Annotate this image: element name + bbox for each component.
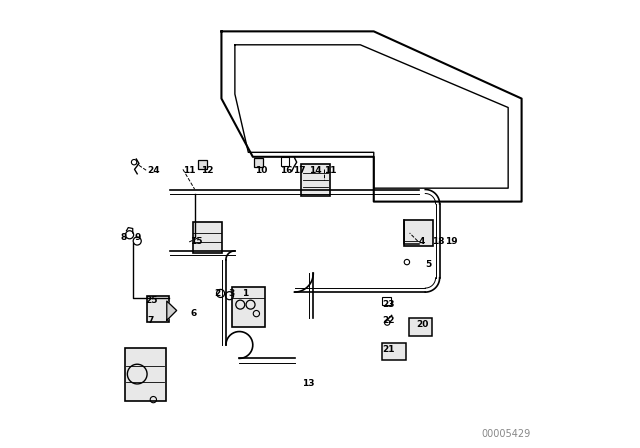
Text: 1: 1 [242, 289, 248, 298]
Text: 7: 7 [148, 316, 154, 325]
Text: 16: 16 [280, 166, 292, 175]
Text: 8: 8 [121, 233, 127, 242]
Text: 2: 2 [215, 289, 221, 298]
Text: 22: 22 [383, 316, 396, 325]
Polygon shape [167, 301, 177, 320]
Text: 18: 18 [432, 237, 445, 246]
Bar [409, 318, 433, 336]
Text: 12: 12 [202, 166, 214, 175]
Text: 9: 9 [134, 233, 140, 242]
Text: 10: 10 [255, 166, 268, 175]
Bar [404, 220, 433, 246]
Bar [301, 164, 330, 196]
Text: 11: 11 [324, 166, 337, 175]
Text: 24: 24 [148, 166, 160, 175]
Text: 15: 15 [190, 237, 203, 246]
Bar [381, 343, 406, 360]
Bar [147, 296, 168, 322]
Text: 00005429: 00005429 [481, 429, 531, 439]
Bar [198, 160, 207, 169]
Text: 3: 3 [228, 289, 234, 298]
Text: 11: 11 [184, 166, 196, 175]
Bar [232, 287, 265, 327]
Text: 6: 6 [190, 309, 196, 318]
Bar [254, 158, 263, 167]
Bar [282, 157, 289, 166]
Text: 4: 4 [419, 237, 425, 246]
Text: 5: 5 [425, 260, 431, 269]
Text: 13: 13 [302, 379, 315, 388]
Text: 21: 21 [383, 345, 396, 354]
Bar [193, 222, 221, 253]
Text: 20: 20 [417, 320, 429, 329]
Text: 19: 19 [445, 237, 458, 246]
Bar [125, 348, 166, 401]
Text: 23: 23 [383, 300, 396, 309]
Bar [382, 297, 391, 305]
Text: 25: 25 [145, 296, 158, 305]
Text: 17: 17 [293, 166, 306, 175]
Text: 14: 14 [309, 166, 321, 175]
